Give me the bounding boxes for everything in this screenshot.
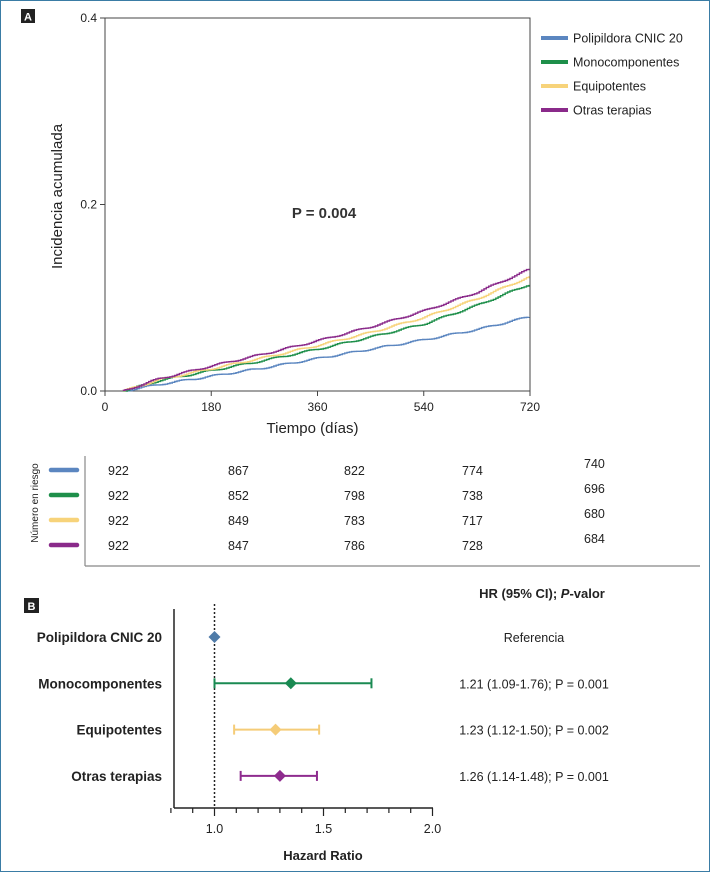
series-line-equipotentes: [122, 276, 530, 392]
risk-cell: 738: [462, 489, 483, 503]
km-chart: 0 180 360 540 720 0.0 0.2 0.4 Tiempo (días) Incid…: [49, 11, 540, 437]
legend-label-equipotentes: Equipotentes: [573, 80, 646, 94]
y-tick-label: 0.2: [80, 198, 97, 212]
forest-header-prefix: HR (95% CI);: [479, 586, 561, 601]
risk-cell: 717: [462, 514, 483, 528]
forest-x-tick-label: 2.0: [424, 822, 441, 836]
x-axis-label: Tiempo (días): [267, 420, 359, 437]
hr-value-otras-terapias: 1.26 (1.14-1.48); P = 0.001: [459, 770, 609, 784]
km-legend: Polipildora CNIC 20 Monocomponentes Equipo…: [541, 32, 683, 118]
panel-a-label: A: [24, 12, 32, 24]
hr-value-polipildora-cnic-20: Referencia: [504, 631, 564, 645]
risk-cell: 696: [584, 482, 605, 496]
hr-value-monocomponentes: 1.21 (1.09-1.76); P = 0.001: [459, 677, 609, 691]
y-axis-label: Incidencia acumulada: [49, 123, 66, 269]
p-value-label: P = 0.004: [292, 205, 357, 222]
forest-x-axis-label: Hazard Ratio: [283, 848, 363, 863]
risk-cell: 849: [228, 514, 249, 528]
series-line-monocomponentes: [122, 284, 530, 392]
x-tick-label: 0: [102, 400, 109, 414]
hr-marker-monocomponentes: [284, 677, 297, 690]
forest-plot: 1.0 1.5 2.0 Hazard Ratio Polipildora CNIC 20…: [37, 604, 609, 863]
y-tick-label: 0.4: [80, 11, 97, 25]
x-tick-label: 180: [201, 400, 221, 414]
risk-cell: 684: [584, 532, 605, 546]
forest-header-suffix: -valor: [569, 586, 604, 601]
risk-cell: 922: [108, 514, 129, 528]
forest-x-tick-label: 1.5: [315, 822, 332, 836]
risk-cell: 798: [344, 489, 365, 503]
forest-row-label-monocomponentes: Monocomponentes: [38, 676, 162, 691]
risk-cell: 867: [228, 464, 249, 478]
hr-marker-otras-terapias: [273, 769, 286, 782]
x-tick-label: 360: [307, 400, 327, 414]
risk-cell: 852: [228, 489, 249, 503]
risk-cell: 922: [108, 489, 129, 503]
km-axes: 0 180 360 540 720 0.0 0.2 0.4 Tiempo (días) Incid…: [49, 11, 540, 437]
risk-cell: 728: [462, 539, 483, 553]
risk-cell: 922: [108, 539, 129, 553]
forest-header: HR (95% CI); P-valor: [479, 586, 605, 601]
hr-marker-polipildora-cnic-20: [208, 631, 221, 643]
x-tick-label: 720: [520, 400, 540, 414]
risk-cell: 774: [462, 464, 483, 478]
series-line-polipildora-cnic-20: [122, 316, 530, 392]
forest-x-tick-label: 1.0: [206, 822, 223, 836]
risk-table: Número en riesgo 922 867 822 774 740 922 852 798…: [30, 456, 700, 567]
legend-label-polipildora-cnic-20: Polipildora CNIC 20: [573, 32, 683, 46]
y-tick-label: 0.0: [80, 384, 97, 398]
hr-marker-equipotentes: [269, 723, 282, 736]
panel-b-label-box: [24, 598, 39, 613]
legend-label-monocomponentes: Monocomponentes: [573, 56, 679, 70]
x-tick-label: 540: [414, 400, 434, 414]
panel-b-label: B: [28, 601, 36, 613]
legend-label-otras-terapias: Otras terapias: [573, 104, 652, 118]
hr-value-equipotentes: 1.23 (1.12-1.50); P = 0.002: [459, 724, 609, 738]
km-lines: [122, 268, 530, 392]
risk-cell: 847: [228, 539, 249, 553]
series-line-otras-terapias: [122, 268, 530, 391]
panel-a-label-box: [21, 9, 35, 23]
risk-cell: 922: [108, 464, 129, 478]
forest-row-label-polipildora-cnic-20: Polipildora CNIC 20: [37, 630, 162, 645]
risk-cell: 786: [344, 539, 365, 553]
forest-header-italic: P: [561, 586, 570, 601]
forest-row-label-otras-terapias: Otras terapias: [71, 769, 162, 784]
risk-cell: 783: [344, 514, 365, 528]
risk-cell: 680: [584, 507, 605, 521]
risk-cell: 822: [344, 464, 365, 478]
forest-row-label-equipotentes: Equipotentes: [76, 723, 162, 738]
risk-table-title: Número en riesgo: [30, 463, 41, 543]
risk-cell: 740: [584, 457, 605, 471]
